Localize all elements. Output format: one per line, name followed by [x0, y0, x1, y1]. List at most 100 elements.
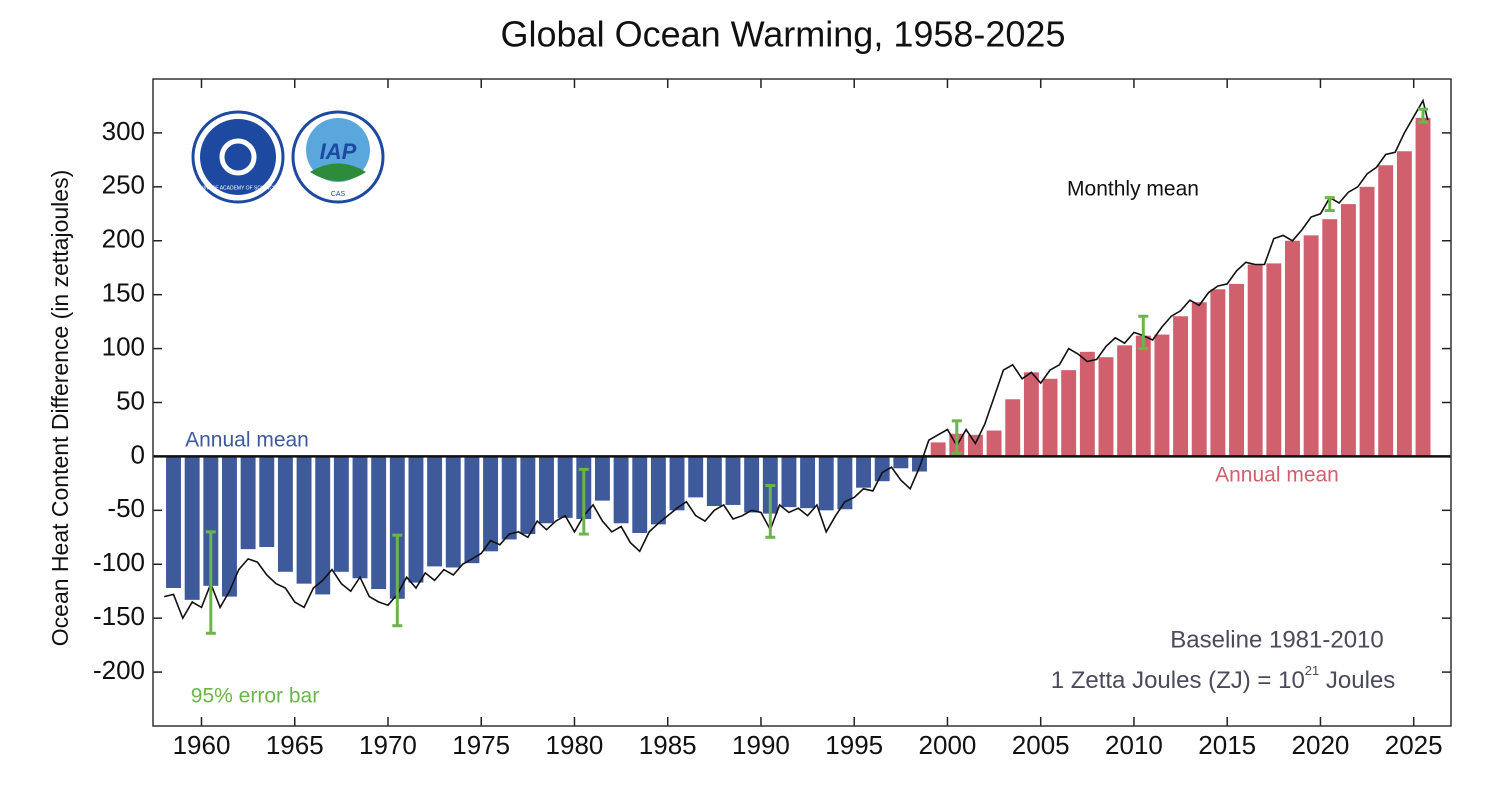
- bar: [1079, 351, 1095, 457]
- bar: [501, 456, 517, 540]
- bar: [464, 456, 480, 564]
- bar: [1322, 219, 1338, 457]
- error-bar: [1324, 196, 1335, 213]
- bar: [222, 456, 237, 597]
- logo-text: IAP: [320, 139, 357, 164]
- bar: [315, 456, 331, 595]
- bar: [371, 456, 387, 590]
- bar: [483, 456, 499, 552]
- annotation-superscript: 21: [1305, 663, 1319, 678]
- y-tick-label: -200: [93, 655, 145, 685]
- y-tick-label: -100: [93, 547, 145, 577]
- bar: [1117, 345, 1133, 457]
- annotation: 1 Zetta Joules (ZJ) = 1021 Joules: [1051, 663, 1396, 694]
- bar: [352, 456, 368, 579]
- annotation-part: 1 Zetta Joules (ZJ) = 10: [1051, 667, 1305, 694]
- bar: [893, 456, 909, 469]
- bar: [1303, 235, 1319, 457]
- bar: [856, 456, 872, 488]
- bar: [166, 456, 181, 588]
- bar: [1229, 283, 1244, 457]
- bar: [557, 456, 573, 518]
- bar: [1042, 378, 1058, 457]
- y-tick-label: 200: [102, 224, 145, 254]
- bar: [539, 456, 554, 524]
- x-tick-label: 1970: [359, 730, 417, 760]
- x-tick-label: 2010: [1105, 730, 1163, 760]
- bar: [184, 456, 200, 600]
- logo-text: CHINESE ACADEMY OF SCIENCES: [196, 185, 280, 191]
- bar: [1378, 165, 1394, 457]
- logo: IAP CAS: [291, 110, 385, 204]
- bar: [781, 456, 797, 508]
- bar: [389, 456, 405, 599]
- x-tick-label: 2025: [1385, 730, 1443, 760]
- bar: [1415, 117, 1431, 457]
- logo-flower: [219, 138, 257, 176]
- y-tick-label: 0: [131, 439, 145, 469]
- x-tick-label: 1980: [546, 730, 604, 760]
- error-bar: [765, 484, 776, 539]
- bar: [520, 456, 536, 535]
- plot-frame: [152, 78, 1452, 727]
- x-tick-label: 2000: [919, 730, 977, 760]
- bar: [706, 456, 722, 507]
- bar: [967, 434, 983, 457]
- bar: [296, 456, 312, 584]
- error-bar: [205, 530, 216, 635]
- x-tick-label: 2020: [1292, 730, 1350, 760]
- x-tick-label: 1960: [173, 730, 231, 760]
- y-axis-label: Ocean Heat Content Difference (in zettaj…: [47, 170, 73, 646]
- bar: [1154, 334, 1170, 457]
- legend-label: Annual mean: [185, 429, 309, 452]
- bar: [912, 456, 927, 472]
- bar: [1359, 186, 1375, 457]
- bar: [744, 456, 760, 513]
- bar: [1173, 316, 1189, 457]
- bar: [203, 456, 219, 586]
- bar: [1285, 240, 1300, 457]
- bar: [1023, 372, 1039, 457]
- bar: [408, 456, 424, 583]
- y-tick-label: 250: [102, 170, 145, 200]
- bar: [1396, 151, 1412, 457]
- x-tick-label: 2015: [1198, 730, 1256, 760]
- bar: [613, 456, 629, 524]
- y-tick-label: 300: [102, 116, 145, 146]
- logo-disc: [200, 119, 276, 195]
- bar: [650, 456, 666, 525]
- monthly-line: [164, 98, 1429, 621]
- bar: [1266, 263, 1282, 457]
- logo-subtext: CAS: [331, 191, 346, 198]
- bar: [632, 456, 648, 533]
- legend-label: 95% error bar: [191, 685, 319, 708]
- bar: [1135, 335, 1151, 457]
- bar: [1210, 289, 1226, 457]
- bar: [1340, 204, 1356, 457]
- bar: [1005, 399, 1021, 457]
- bar: [1098, 357, 1114, 457]
- bar: [259, 456, 275, 547]
- bar: [818, 456, 834, 511]
- y-tick-label: 50: [116, 385, 145, 415]
- bar: [594, 456, 610, 501]
- x-tick-label: 1985: [639, 730, 697, 760]
- error-bar: [1418, 107, 1429, 124]
- bar: [725, 456, 741, 505]
- error-bar: [578, 467, 589, 536]
- y-tick-label: 100: [102, 331, 145, 361]
- bar: [800, 456, 816, 509]
- bar: [669, 456, 685, 511]
- logo-land: [310, 163, 366, 181]
- bar: [1191, 302, 1207, 457]
- annotation: Baseline 1981-2010: [1170, 626, 1384, 653]
- annotation-part: Joules: [1319, 667, 1395, 694]
- x-tick-label: 1990: [732, 730, 790, 760]
- y-tick-label: -50: [107, 493, 145, 523]
- y-tick-label: -150: [93, 601, 145, 631]
- x-tick-label: 1995: [825, 730, 883, 760]
- error-bar: [951, 419, 962, 455]
- logo: CHINESE ACADEMY OF SCIENCES: [191, 110, 285, 204]
- x-tick-label: 1975: [452, 730, 510, 760]
